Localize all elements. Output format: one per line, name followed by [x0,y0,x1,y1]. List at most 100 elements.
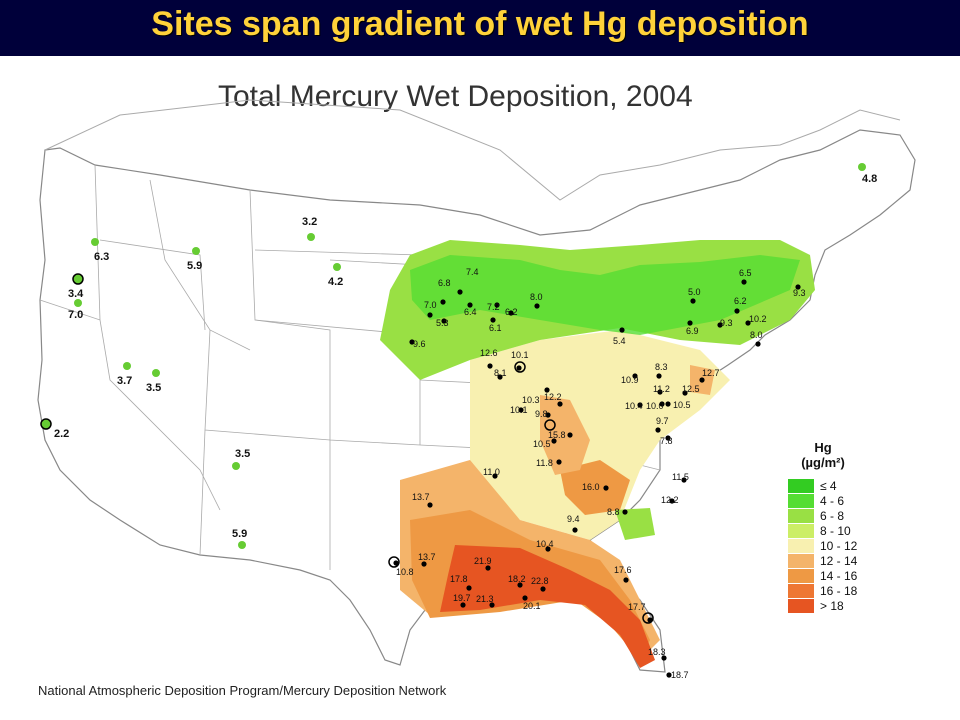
site-label: 7.0 [424,300,437,310]
site-dot [192,247,200,255]
site-label: 3.7 [117,375,132,387]
study-site-marker [388,556,400,568]
site-dot [551,438,557,444]
site-dot [755,341,761,347]
site-dot [460,602,466,608]
site-label: 21.9 [474,556,492,566]
legend-swatch [788,583,814,598]
site-label: 5.4 [613,336,626,346]
site-dot [152,369,160,377]
study-site-marker [514,361,526,373]
legend-row: 8 - 10 [788,523,858,538]
site-dot [467,302,473,308]
legend-row: ≤ 4 [788,478,858,493]
site-label: 7.8 [660,436,673,446]
site-dot [681,477,687,483]
legend-swatch [788,478,814,493]
site-label: 7.0 [68,309,83,321]
site-dot [238,541,246,549]
site-label: 8.0 [750,330,763,340]
site-dot [123,362,131,370]
site-dot [74,299,82,307]
site-label: 6.2 [505,307,518,317]
data-source-credit: National Atmospheric Deposition Program/… [38,683,447,698]
legend-row: > 18 [788,598,858,613]
site-dot [619,327,625,333]
legend-label: 10 - 12 [820,538,858,553]
contour-gt-18 [440,545,655,668]
site-dot [734,308,740,314]
canada-outline [44,99,901,201]
deposition-map: 6.3 5.9 3.2 4.2 3.4 7.0 3.7 3.5 2.2 3.5 … [37,99,916,680]
legend-row: 14 - 16 [788,568,858,583]
legend-row: 6 - 8 [788,508,858,523]
legend-label: 4 - 6 [820,493,845,508]
site-dot [665,435,671,441]
site-label: 10.2 [749,314,767,324]
legend-swatch [788,508,814,523]
site-label: 13.7 [412,492,430,502]
site-label: 22.8 [531,576,549,586]
legend-label: 16 - 18 [820,583,858,598]
site-dot [745,320,751,326]
site-dot [665,401,671,407]
site-dot [497,374,503,380]
legend-row: 10 - 12 [788,538,858,553]
site-label: 6.1 [489,323,502,333]
site-label: 10.9 [621,375,639,385]
legend-row: 16 - 18 [788,583,858,598]
site-label: 2.2 [54,428,69,440]
site-dot [508,310,514,316]
legend-label: 12 - 14 [820,553,858,568]
site-label: 9.3 [720,318,733,328]
site-dot [91,238,99,246]
site-label: 10.5 [533,439,551,449]
site-label: 8.1 [494,368,507,378]
site-label: 12.7 [702,368,720,378]
contour-10-12 [470,330,730,540]
site-dot [687,320,693,326]
site-dot [623,577,629,583]
site-dot [440,299,446,305]
site-dot [518,407,524,413]
site-dot [427,312,433,318]
site-dot [516,365,522,371]
site-label: 10.1 [511,350,529,360]
site-dot [795,284,801,290]
site-dot [656,373,662,379]
site-dot [494,302,500,308]
site-label: 10.5 [673,400,691,410]
legend-row: 12 - 14 [788,553,858,568]
legend-swatch [788,523,814,538]
site-dot [466,585,472,591]
site-dot [717,322,723,328]
legend-swatch [788,553,814,568]
site-label: 5.9 [232,528,247,540]
site-label: 10.0 [646,401,664,411]
site-label: 3.5 [146,382,161,394]
site-label: 6.5 [739,268,752,278]
site-label: 18.7 [671,670,689,680]
site-label: 17.6 [614,565,632,575]
site-dot [487,363,493,369]
site-label: 9.4 [567,514,580,524]
site-label: 3.4 [68,288,84,300]
site-dot [489,602,495,608]
site-label: 5.9 [187,260,202,272]
study-site-marker [544,419,556,431]
contour-12-14-in [540,395,590,475]
site-dot [556,459,562,465]
site-dot [457,289,463,295]
site-dot [572,527,578,533]
site-label: 17.8 [450,574,468,584]
site-dot [669,498,675,504]
site-label: 16.0 [582,482,600,492]
site-label: 17.7 [628,602,646,612]
site-label: 8.0 [530,292,543,302]
site-label: 12.5 [682,384,700,394]
site-dot [690,298,696,304]
site-label: 3.2 [302,216,317,228]
site-label: 13.7 [418,552,436,562]
legend-row: 4 - 6 [788,493,858,508]
legend-units: (µg/m²) [801,455,845,470]
